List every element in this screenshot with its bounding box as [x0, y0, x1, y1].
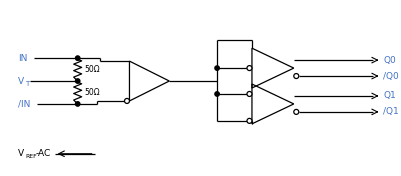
Text: REF: REF: [25, 154, 36, 159]
Circle shape: [215, 92, 219, 96]
Text: -AC: -AC: [36, 149, 51, 158]
Circle shape: [246, 92, 251, 96]
Circle shape: [75, 102, 80, 106]
Text: T: T: [25, 80, 29, 87]
Text: V: V: [18, 77, 24, 86]
Circle shape: [293, 109, 298, 114]
Text: Q0: Q0: [383, 56, 395, 65]
Circle shape: [75, 56, 80, 60]
Text: /IN: /IN: [18, 99, 30, 108]
Circle shape: [246, 66, 251, 71]
Text: IN: IN: [18, 54, 27, 63]
Circle shape: [246, 118, 251, 123]
Circle shape: [215, 66, 219, 70]
Text: Q1: Q1: [383, 92, 395, 100]
Text: V: V: [18, 149, 24, 158]
Text: /Q1: /Q1: [383, 107, 398, 116]
Text: 50Ω: 50Ω: [85, 65, 100, 74]
Circle shape: [124, 98, 129, 103]
Circle shape: [75, 79, 80, 83]
Text: /Q0: /Q0: [383, 72, 398, 81]
Circle shape: [293, 74, 298, 78]
Text: 50Ω: 50Ω: [85, 88, 100, 97]
